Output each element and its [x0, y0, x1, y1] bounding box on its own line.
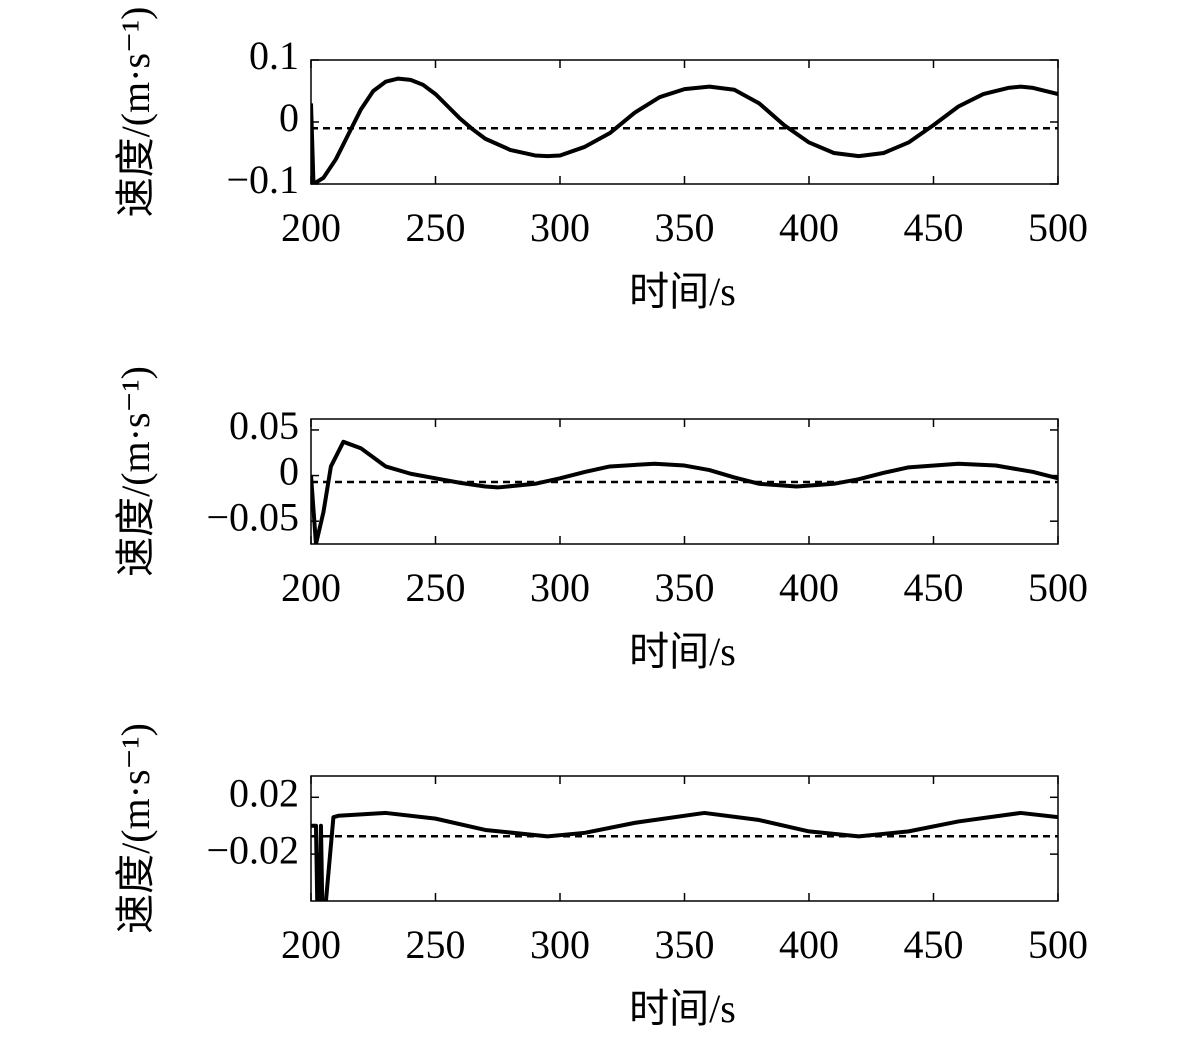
y-axis-label: 速度/(m·s⁻¹) [113, 723, 158, 934]
x-tick-label: 400 [779, 205, 839, 250]
x-tick-label: 500 [1028, 205, 1088, 250]
data-line [311, 439, 1058, 544]
data-line [311, 810, 1058, 901]
x-tick-label: 350 [655, 565, 715, 610]
x-tick-label: 300 [530, 205, 590, 250]
x-tick-label: 450 [904, 922, 964, 967]
x-tick-label: 450 [904, 565, 964, 610]
x-tick-label: 250 [406, 922, 466, 967]
x-axis-label: 时间/s [629, 629, 736, 674]
x-tick-label: 400 [779, 565, 839, 610]
x-tick-label: 350 [655, 922, 715, 967]
x-tick-label: 200 [281, 205, 341, 250]
y-tick-label: 0.02 [229, 770, 299, 815]
y-tick-label: 0.05 [229, 403, 299, 448]
x-tick-label: 500 [1028, 565, 1088, 610]
x-axis-label: 时间/s [629, 269, 736, 314]
x-tick-label: 250 [406, 205, 466, 250]
plot-frame [310, 775, 1059, 902]
data-line [311, 76, 1058, 184]
x-tick-label: 450 [904, 205, 964, 250]
y-tick-label: 0 [279, 95, 299, 140]
x-tick-label: 350 [655, 205, 715, 250]
y-tick-label: 0 [279, 449, 299, 494]
subplot: 200 250 300 350 400 450 500 −0.02 0.02 时间/s 速度/(m·… [113, 723, 1088, 1031]
x-tick-label: 300 [530, 565, 590, 610]
y-tick-label: −0.1 [226, 157, 299, 202]
x-tick-label: 400 [779, 922, 839, 967]
y-tick-label: 0.1 [249, 33, 299, 78]
x-tick-label: 200 [281, 922, 341, 967]
y-axis-label: 速度/(m·s⁻¹) [113, 366, 158, 577]
y-tick-label: −0.05 [206, 494, 299, 539]
x-tick-label: 200 [281, 565, 341, 610]
subplot: 200 250 300 350 400 450 500 −0.1 0 0.1 时间/s 速度/(m·s… [113, 7, 1088, 315]
x-axis-label: 时间/s [629, 986, 736, 1031]
y-tick-label: −0.02 [206, 827, 299, 872]
x-tick-label: 300 [530, 922, 590, 967]
x-tick-label: 250 [406, 565, 466, 610]
y-axis-label: 速度/(m·s⁻¹) [113, 7, 158, 218]
x-tick-label: 500 [1028, 922, 1088, 967]
plot-frame [310, 59, 1059, 185]
